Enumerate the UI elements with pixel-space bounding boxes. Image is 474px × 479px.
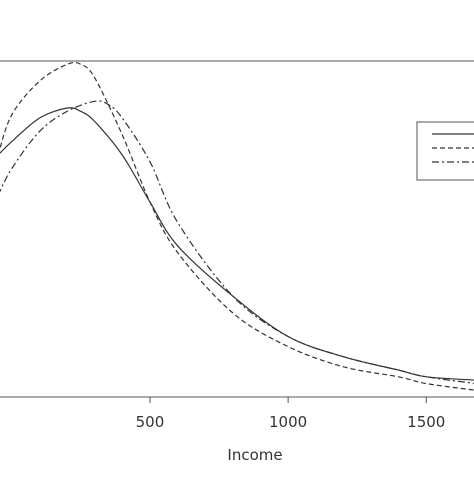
legend-box — [416, 121, 474, 181]
x-axis-ticks: 500 1000 1500 — [136, 397, 445, 431]
x-axis-label: Income — [227, 446, 282, 464]
legend-entries — [432, 133, 474, 163]
legend — [416, 121, 474, 181]
series-layer — [0, 61, 474, 391]
series-line-2 — [0, 61, 474, 391]
series-line-3 — [0, 100, 474, 384]
x-tick-label: 1500 — [407, 413, 445, 431]
x-tick-label: 500 — [136, 413, 165, 431]
x-tick-label: 1000 — [269, 413, 307, 431]
series-line-1 — [0, 107, 474, 381]
plot-frame — [0, 60, 474, 398]
